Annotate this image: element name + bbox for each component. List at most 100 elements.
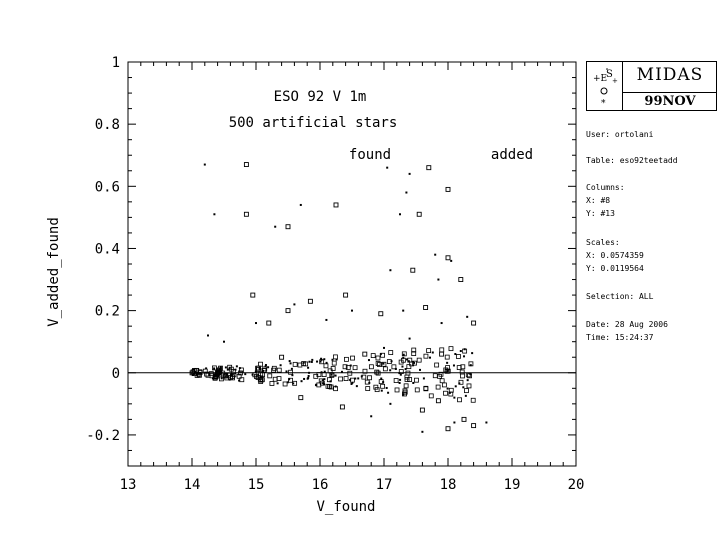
band-point-dot [264, 365, 267, 368]
x-tick-label: 14 [184, 477, 201, 493]
band-point-dot [389, 369, 392, 372]
point-dot [207, 334, 209, 337]
band-point-square [377, 362, 382, 367]
band-point-dot [471, 352, 474, 355]
band-point-square [288, 369, 293, 375]
band-point-dot [276, 382, 279, 385]
band-point-dot [446, 369, 449, 372]
band-point-square [276, 367, 282, 373]
band-point-square [318, 378, 324, 384]
chart-title-line-2: 500 artificial stars [229, 115, 398, 131]
point-square [410, 267, 416, 273]
band-point-square [343, 376, 349, 382]
point-square [285, 308, 291, 314]
band-point-dot [387, 391, 390, 394]
band-point-square [259, 377, 265, 383]
band-point-dot [308, 360, 311, 363]
point-square [416, 211, 422, 217]
band-point-square [460, 373, 465, 379]
point-dot [389, 269, 392, 272]
axis-ticks: 13 14 15 16 17 18 19 20 -0.2 0 0.2 0.4 0.6 0.8 1 [86, 55, 584, 493]
point-square [471, 423, 477, 429]
band-point-dot [323, 370, 326, 373]
band-point-square [465, 372, 471, 378]
point-dot [370, 415, 373, 418]
band-point-square [345, 365, 351, 370]
band-point-square [209, 373, 215, 379]
band-point-square [191, 371, 197, 376]
band-point-dot [401, 365, 404, 368]
band-point-dot [354, 377, 357, 380]
band-point-square [344, 356, 349, 362]
band-point-dot [446, 387, 449, 390]
band-point-square [448, 346, 454, 352]
band-point-square [448, 387, 454, 393]
band-point-square [435, 384, 441, 390]
point-square [426, 165, 432, 171]
y-tick-label: 1 [112, 55, 120, 71]
band-point-square [269, 381, 275, 386]
band-point-square [329, 372, 335, 377]
point-square [445, 426, 451, 432]
band-point-dot [355, 385, 358, 388]
band-point-dot [368, 381, 371, 384]
y-tick-label: 0.6 [95, 179, 120, 195]
band-point-square [204, 371, 209, 377]
band-point-square [297, 362, 303, 368]
band-point-dot [286, 381, 289, 384]
band-point-dot [320, 357, 323, 360]
band-point-dot [398, 372, 401, 375]
band-point-square [350, 355, 355, 361]
point-dot [459, 350, 462, 353]
band-point-square [338, 376, 343, 382]
band-point-square [428, 393, 434, 399]
band-point-square [393, 378, 399, 383]
band-point-square [236, 373, 242, 379]
band-point-square [375, 355, 381, 361]
band-point-square [439, 347, 445, 353]
band-point-square [401, 351, 407, 357]
band-point-dot [349, 364, 352, 367]
point-dot [402, 309, 405, 312]
band-point-dot [431, 351, 434, 354]
band-point-dot [380, 377, 383, 380]
band-point-square [325, 383, 331, 389]
band-point-square [313, 373, 319, 379]
band-point-square [434, 362, 440, 368]
x-tick-label: 19 [504, 477, 521, 493]
data-points [189, 162, 488, 433]
band-point-square [303, 361, 309, 367]
band-point-square [365, 386, 371, 391]
band-point-dot [303, 377, 306, 380]
band-point-dot [413, 361, 416, 364]
band-point-dot [279, 364, 282, 367]
x-tick-label: 15 [248, 477, 265, 493]
band-point-dot [402, 353, 405, 356]
band-point-dot [218, 368, 221, 371]
band-point-dot [412, 381, 415, 384]
band-point-dot [213, 367, 216, 370]
band-point-dot [405, 358, 408, 361]
band-point-square [455, 354, 461, 359]
band-point-dot [398, 381, 401, 384]
band-point-dot [335, 358, 338, 361]
band-point-dot [458, 382, 461, 385]
band-point-square [219, 376, 224, 382]
y-axis-label: V_added_found [46, 217, 62, 327]
point-square [378, 311, 384, 317]
band-point-dot [446, 361, 449, 364]
band-point-dot [228, 378, 231, 381]
band-point-square [267, 373, 273, 379]
point-dot [405, 191, 408, 194]
band-point-dot [399, 378, 402, 381]
band-point-square [255, 367, 261, 372]
band-point-square [411, 351, 417, 357]
band-point-square [238, 367, 244, 373]
point-dot [485, 421, 488, 424]
band-point-dot [254, 370, 257, 373]
band-point-dot [290, 367, 293, 370]
y-tick-label: 0.4 [95, 241, 120, 257]
band-point-square [333, 386, 338, 392]
band-point-dot [453, 396, 456, 399]
band-point-dot [192, 368, 195, 371]
